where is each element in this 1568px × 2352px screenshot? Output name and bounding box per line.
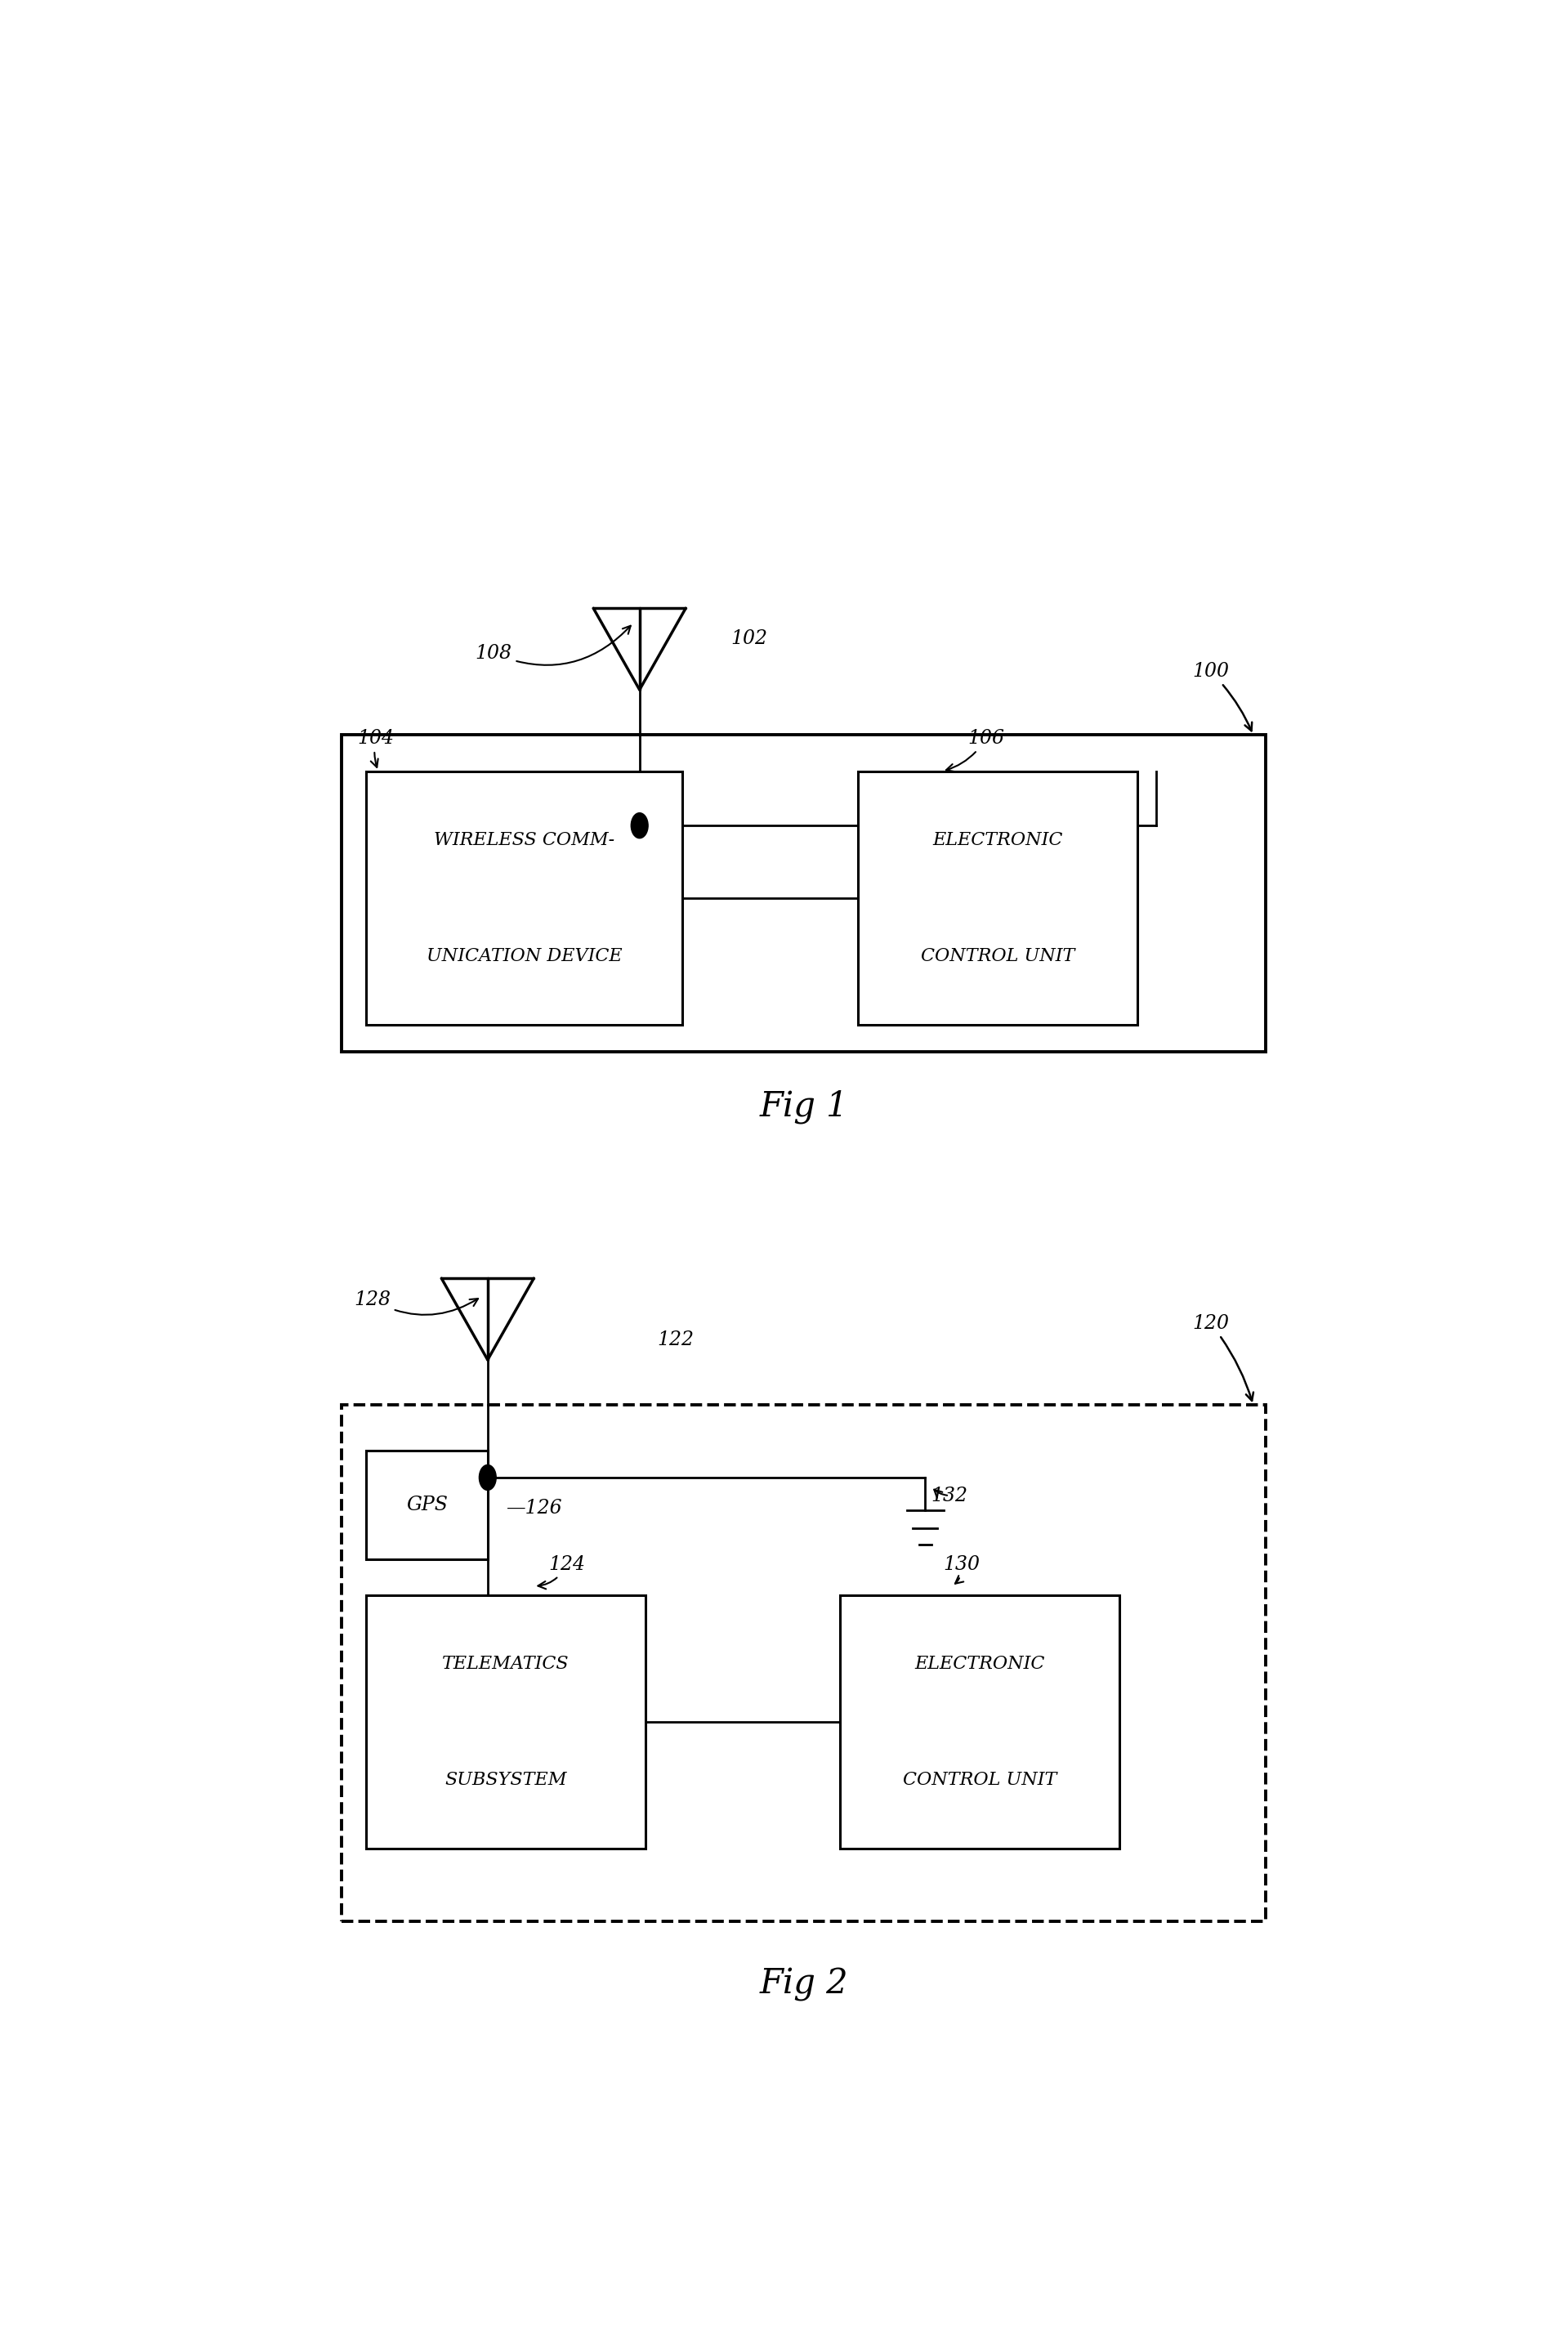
Text: 124: 124 (538, 1555, 585, 1590)
Text: SUBSYSTEM: SUBSYSTEM (445, 1771, 568, 1790)
Text: WIRELESS COMM-: WIRELESS COMM- (434, 830, 615, 849)
Text: 128: 128 (354, 1291, 478, 1315)
Text: 132: 132 (931, 1486, 967, 1505)
Text: 122: 122 (657, 1331, 695, 1350)
Text: GPS: GPS (406, 1496, 448, 1515)
Bar (858, 771, 1138, 1025)
Bar (367, 1451, 488, 1559)
Text: 106: 106 (946, 729, 1004, 771)
Bar (367, 771, 682, 1025)
Text: 130: 130 (944, 1555, 980, 1583)
Text: —126: —126 (506, 1498, 561, 1517)
Bar (342, 736, 1265, 1051)
Text: ELECTRONIC: ELECTRONIC (933, 830, 1063, 849)
Text: 120: 120 (1192, 1315, 1253, 1402)
Text: Fig 1: Fig 1 (759, 1089, 848, 1124)
Text: CONTROL UNIT: CONTROL UNIT (903, 1771, 1057, 1790)
Text: Fig 2: Fig 2 (759, 1969, 848, 2002)
Text: TELEMATICS: TELEMATICS (442, 1656, 569, 1672)
Text: ELECTRONIC: ELECTRONIC (914, 1656, 1044, 1672)
Bar (840, 1595, 1120, 1849)
Bar (342, 1404, 1265, 1922)
Text: 100: 100 (1192, 663, 1251, 731)
Text: 104: 104 (358, 729, 394, 767)
Text: UNICATION DEVICE: UNICATION DEVICE (426, 948, 622, 964)
Circle shape (630, 814, 648, 837)
Text: CONTROL UNIT: CONTROL UNIT (920, 948, 1076, 964)
Text: 102: 102 (731, 630, 767, 649)
Circle shape (480, 1465, 495, 1491)
Bar (367, 1595, 646, 1849)
Text: 108: 108 (475, 626, 630, 666)
